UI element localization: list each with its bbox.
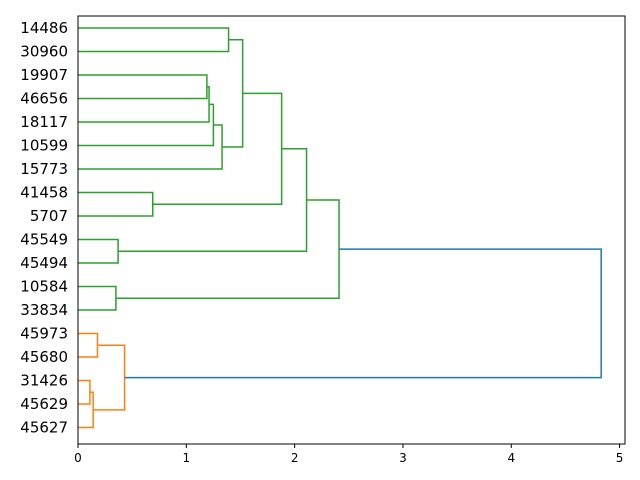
leaf-label: 19907 — [20, 66, 68, 84]
plot-background — [78, 16, 625, 444]
leaf-label: 41458 — [20, 184, 68, 202]
leaf-label: 18117 — [20, 113, 68, 131]
x-tick-label: 0 — [74, 451, 82, 465]
dendrogram-link — [78, 379, 91, 405]
leaf-label: 45680 — [20, 348, 68, 366]
leaf-label: 46656 — [20, 90, 68, 108]
leaf-label: 5707 — [30, 207, 68, 225]
leaf-labels: 14486 30960 19907 46656 18117 10599 15773 41458… — [20, 19, 68, 437]
x-tick-label: 2 — [291, 451, 299, 465]
leaf-label: 45627 — [20, 419, 68, 437]
leaf-label: 10584 — [20, 278, 68, 296]
leaf-label: 14486 — [20, 19, 68, 37]
dendrogram-link — [124, 248, 602, 379]
leaf-label: 45549 — [20, 231, 68, 249]
x-tick-label: 1 — [182, 451, 190, 465]
x-axis: 0 1 2 3 4 5 — [74, 444, 623, 465]
dendrogram-link — [78, 238, 119, 264]
dendrogram-link — [78, 103, 215, 147]
dendrogram-links — [78, 27, 602, 429]
leaf-label: 45494 — [20, 254, 68, 272]
leaf-label: 31426 — [20, 372, 68, 390]
leaf-label: 15773 — [20, 160, 68, 178]
dendrogram-link — [78, 74, 208, 100]
dendrogram-link — [78, 124, 223, 170]
leaf-label: 33834 — [20, 301, 68, 319]
plot-frame — [77, 15, 626, 445]
dendrogram-link — [78, 332, 99, 358]
leaf-label: 45973 — [20, 325, 68, 343]
dendrogram-link — [93, 344, 126, 411]
leaf-label: 30960 — [20, 43, 68, 61]
dendrogram-link — [78, 27, 230, 53]
dendrogram-link — [78, 86, 210, 123]
x-tick-label: 5 — [616, 451, 624, 465]
x-tick-label: 3 — [399, 451, 407, 465]
x-tick-label: 4 — [507, 451, 515, 465]
leaf-label: 45629 — [20, 395, 68, 413]
leaf-label: 10599 — [20, 137, 68, 155]
